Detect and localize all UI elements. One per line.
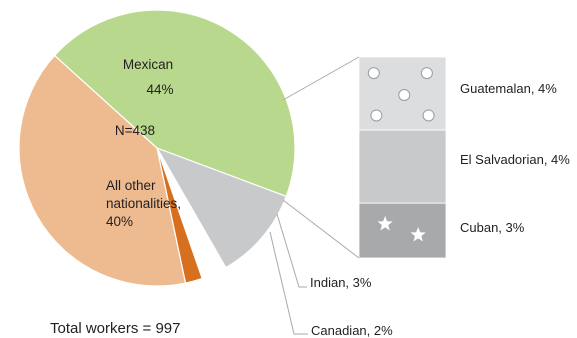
leader-line-indian — [276, 213, 307, 288]
slice-count-mexican: N=438 — [115, 123, 155, 138]
dot-marker — [367, 67, 380, 80]
label-guatemalan: Guatemalan, 4% — [460, 81, 557, 96]
dot-marker — [398, 89, 411, 102]
breakout-markers — [367, 67, 435, 242]
slice-label-other-line2: nationalities, — [106, 196, 181, 211]
star-marker — [377, 216, 393, 231]
dot-marker — [370, 109, 383, 122]
total-workers-label: Total workers = 997 — [50, 320, 180, 337]
slice-label-other-line3: 40% — [106, 214, 133, 229]
pie-slices — [18, 9, 296, 287]
dot-marker — [422, 109, 435, 122]
slice-label-other-line1: All other — [106, 178, 156, 193]
breakout-segment-cuban — [358, 202, 447, 259]
label-cuban: Cuban, 3% — [460, 220, 525, 235]
breakout-bar — [358, 56, 447, 259]
pie-slice-all-other-nationalities — [18, 54, 187, 287]
label-indian: Indian, 3% — [310, 275, 372, 290]
slice-value-mexican: 44% — [146, 82, 173, 97]
star-marker — [410, 226, 426, 242]
pie-slice-central-american-cuban-detail — [155, 146, 288, 269]
leader-line-bottom — [282, 199, 360, 259]
breakout-segment-el-salvadorian — [358, 129, 447, 204]
leader-lines — [269, 56, 360, 335]
label-el-salvadorian: El Salvadorian, 4% — [460, 152, 570, 167]
dot-marker — [420, 67, 433, 80]
pie-slice-mexican — [53, 9, 296, 198]
label-canadian: Canadian, 2% — [311, 323, 393, 338]
slice-label-mexican: Mexican — [123, 57, 173, 72]
leader-line-top — [282, 56, 360, 101]
leader-line-canadian — [269, 231, 308, 335]
